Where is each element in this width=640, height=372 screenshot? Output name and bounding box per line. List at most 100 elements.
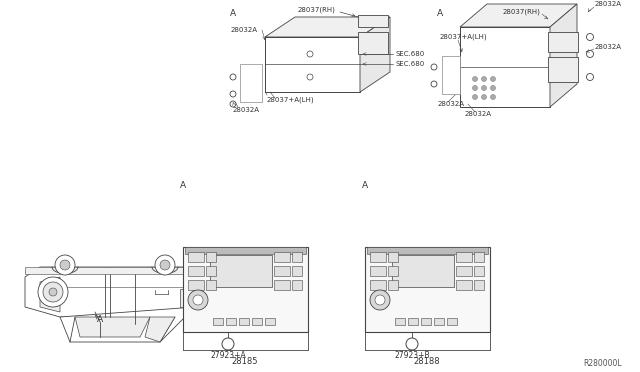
Circle shape (431, 81, 437, 87)
Bar (240, 64, 262, 102)
Bar (183, 247, 308, 332)
Circle shape (481, 94, 486, 99)
Circle shape (472, 86, 477, 90)
Bar (265, 37, 360, 92)
Text: A: A (437, 10, 443, 19)
Bar (474, 252, 484, 262)
Circle shape (481, 77, 486, 81)
Circle shape (49, 288, 57, 296)
Bar (421, 318, 431, 325)
Polygon shape (25, 267, 195, 317)
Circle shape (370, 290, 390, 310)
Text: 28037(RH): 28037(RH) (297, 7, 335, 13)
Bar (252, 318, 262, 325)
Bar (388, 266, 398, 276)
Circle shape (155, 255, 175, 275)
Polygon shape (265, 17, 390, 37)
Bar (188, 252, 204, 262)
Circle shape (38, 277, 68, 307)
Circle shape (472, 94, 477, 99)
Text: 27923+A: 27923+A (210, 350, 246, 359)
Circle shape (230, 91, 236, 97)
Bar (239, 318, 249, 325)
Text: A: A (362, 182, 368, 190)
Text: 28032A: 28032A (595, 44, 622, 50)
Bar (210, 255, 272, 287)
Text: 28032A: 28032A (595, 1, 622, 7)
Polygon shape (75, 317, 150, 337)
Bar (292, 252, 302, 262)
Circle shape (160, 260, 170, 270)
Bar (370, 252, 386, 262)
Circle shape (307, 51, 313, 57)
Text: A: A (97, 315, 103, 324)
Circle shape (586, 33, 593, 41)
Text: A: A (180, 182, 186, 190)
Circle shape (222, 338, 234, 350)
Bar (206, 252, 216, 262)
Text: SEC.680: SEC.680 (395, 51, 424, 57)
Text: 27923+B: 27923+B (394, 350, 430, 359)
Circle shape (490, 94, 495, 99)
Polygon shape (360, 17, 390, 92)
Circle shape (43, 282, 63, 302)
Bar (292, 280, 302, 290)
Text: 28037(RH): 28037(RH) (502, 9, 540, 15)
Bar (442, 56, 460, 94)
Bar (456, 266, 472, 276)
Bar (274, 252, 290, 262)
Circle shape (230, 74, 236, 80)
Bar (188, 266, 204, 276)
Bar (456, 252, 472, 262)
Bar (274, 280, 290, 290)
Circle shape (586, 74, 593, 80)
Bar (548, 32, 578, 52)
Bar (365, 247, 490, 332)
Polygon shape (460, 4, 577, 27)
Bar (474, 280, 484, 290)
Text: A: A (230, 10, 236, 19)
Bar (434, 318, 444, 325)
Circle shape (472, 77, 477, 81)
Circle shape (307, 74, 313, 80)
Bar (474, 266, 484, 276)
Text: 28188: 28188 (413, 357, 440, 366)
Bar (213, 318, 223, 325)
Bar (388, 280, 398, 290)
Text: 28037+A(LH): 28037+A(LH) (440, 34, 488, 40)
Bar (367, 247, 488, 254)
Bar (408, 318, 418, 325)
Circle shape (55, 255, 75, 275)
Text: 28032A: 28032A (465, 111, 492, 117)
Polygon shape (60, 307, 195, 342)
Circle shape (586, 51, 593, 58)
Circle shape (188, 290, 208, 310)
Text: SEC.680: SEC.680 (395, 61, 424, 67)
Circle shape (193, 295, 203, 305)
Bar (25, 267, 185, 274)
Bar (358, 15, 388, 27)
Bar (392, 255, 454, 287)
Circle shape (375, 295, 385, 305)
Polygon shape (550, 4, 577, 107)
Circle shape (60, 260, 70, 270)
Circle shape (230, 101, 236, 107)
Text: 28185: 28185 (232, 357, 259, 366)
Bar (460, 27, 550, 107)
Bar (370, 266, 386, 276)
Bar (274, 266, 290, 276)
Polygon shape (145, 317, 175, 342)
Text: R280000L: R280000L (584, 359, 622, 369)
Bar (206, 266, 216, 276)
Bar (206, 280, 216, 290)
Text: 28032A: 28032A (231, 27, 258, 33)
Bar (456, 280, 472, 290)
Bar (358, 32, 388, 54)
Circle shape (431, 64, 437, 70)
Bar (548, 57, 578, 82)
Bar (447, 318, 457, 325)
Bar (180, 289, 192, 307)
Polygon shape (40, 277, 60, 312)
Circle shape (481, 86, 486, 90)
Bar (185, 247, 306, 254)
